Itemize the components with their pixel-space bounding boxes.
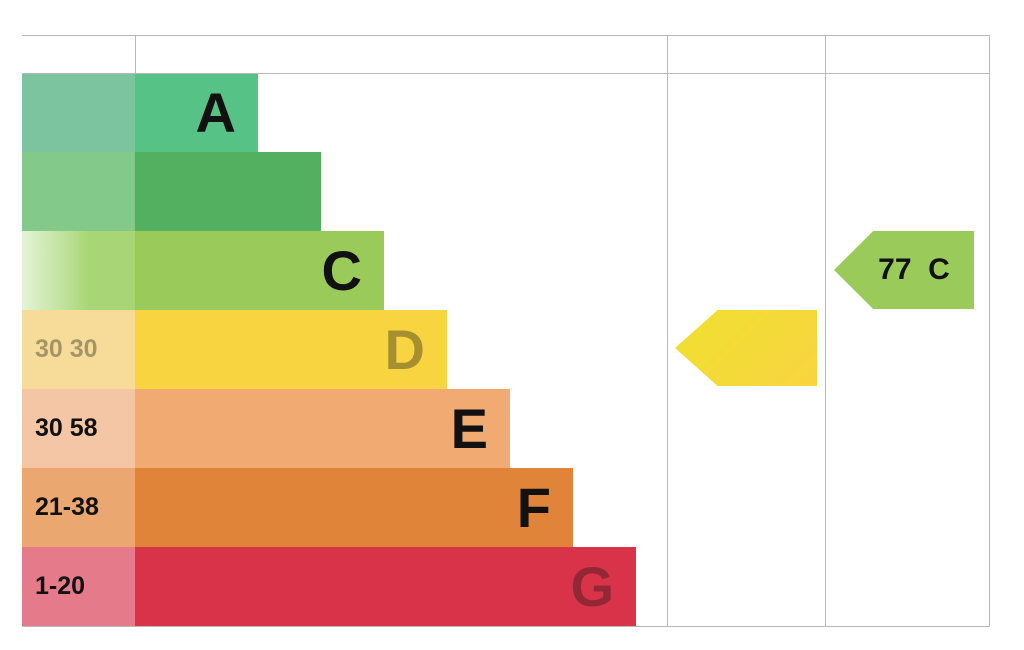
current-rating-arrow bbox=[675, 310, 817, 386]
frame-top bbox=[22, 35, 990, 36]
frame-bottom bbox=[22, 626, 990, 627]
rating-bar-E: E bbox=[135, 389, 510, 468]
rating-letter: C bbox=[321, 239, 362, 302]
column-divider-potential bbox=[825, 35, 826, 627]
rating-letter: D bbox=[384, 318, 425, 381]
rating-bar-1 bbox=[135, 152, 321, 231]
score-range-2 bbox=[22, 231, 135, 310]
rating-letter: F bbox=[516, 476, 551, 539]
score-range-3: 30 30 bbox=[22, 310, 135, 389]
rating-letter: E bbox=[450, 397, 488, 460]
rating-bar-D: D bbox=[135, 310, 447, 389]
score-range-label: 21-38 bbox=[35, 493, 99, 521]
potential-rating-arrow: 77 C bbox=[834, 231, 974, 309]
column-divider-current bbox=[667, 35, 668, 627]
score-range-4: 30 58 bbox=[22, 389, 135, 468]
score-range-label: 1-20 bbox=[35, 572, 86, 600]
potential-rating-label: 77 C bbox=[878, 253, 950, 286]
header-divider bbox=[22, 73, 990, 74]
score-range-1 bbox=[22, 152, 135, 231]
rating-letter: A bbox=[195, 81, 236, 144]
score-range-5: 21-38 bbox=[22, 468, 135, 547]
rating-bar-C: C bbox=[135, 231, 384, 310]
rating-bar-G: G bbox=[135, 547, 636, 626]
rating-letter: G bbox=[570, 555, 614, 618]
score-range-6: 1-20 bbox=[22, 547, 135, 626]
rating-bar-F: F bbox=[135, 468, 573, 547]
column-divider-score bbox=[135, 35, 136, 73]
frame-right bbox=[989, 35, 990, 627]
score-range-0 bbox=[22, 73, 135, 152]
score-range-label: 30 58 bbox=[35, 414, 98, 442]
rating-bar-A: A bbox=[135, 73, 258, 152]
score-range-label: 30 30 bbox=[35, 335, 98, 363]
